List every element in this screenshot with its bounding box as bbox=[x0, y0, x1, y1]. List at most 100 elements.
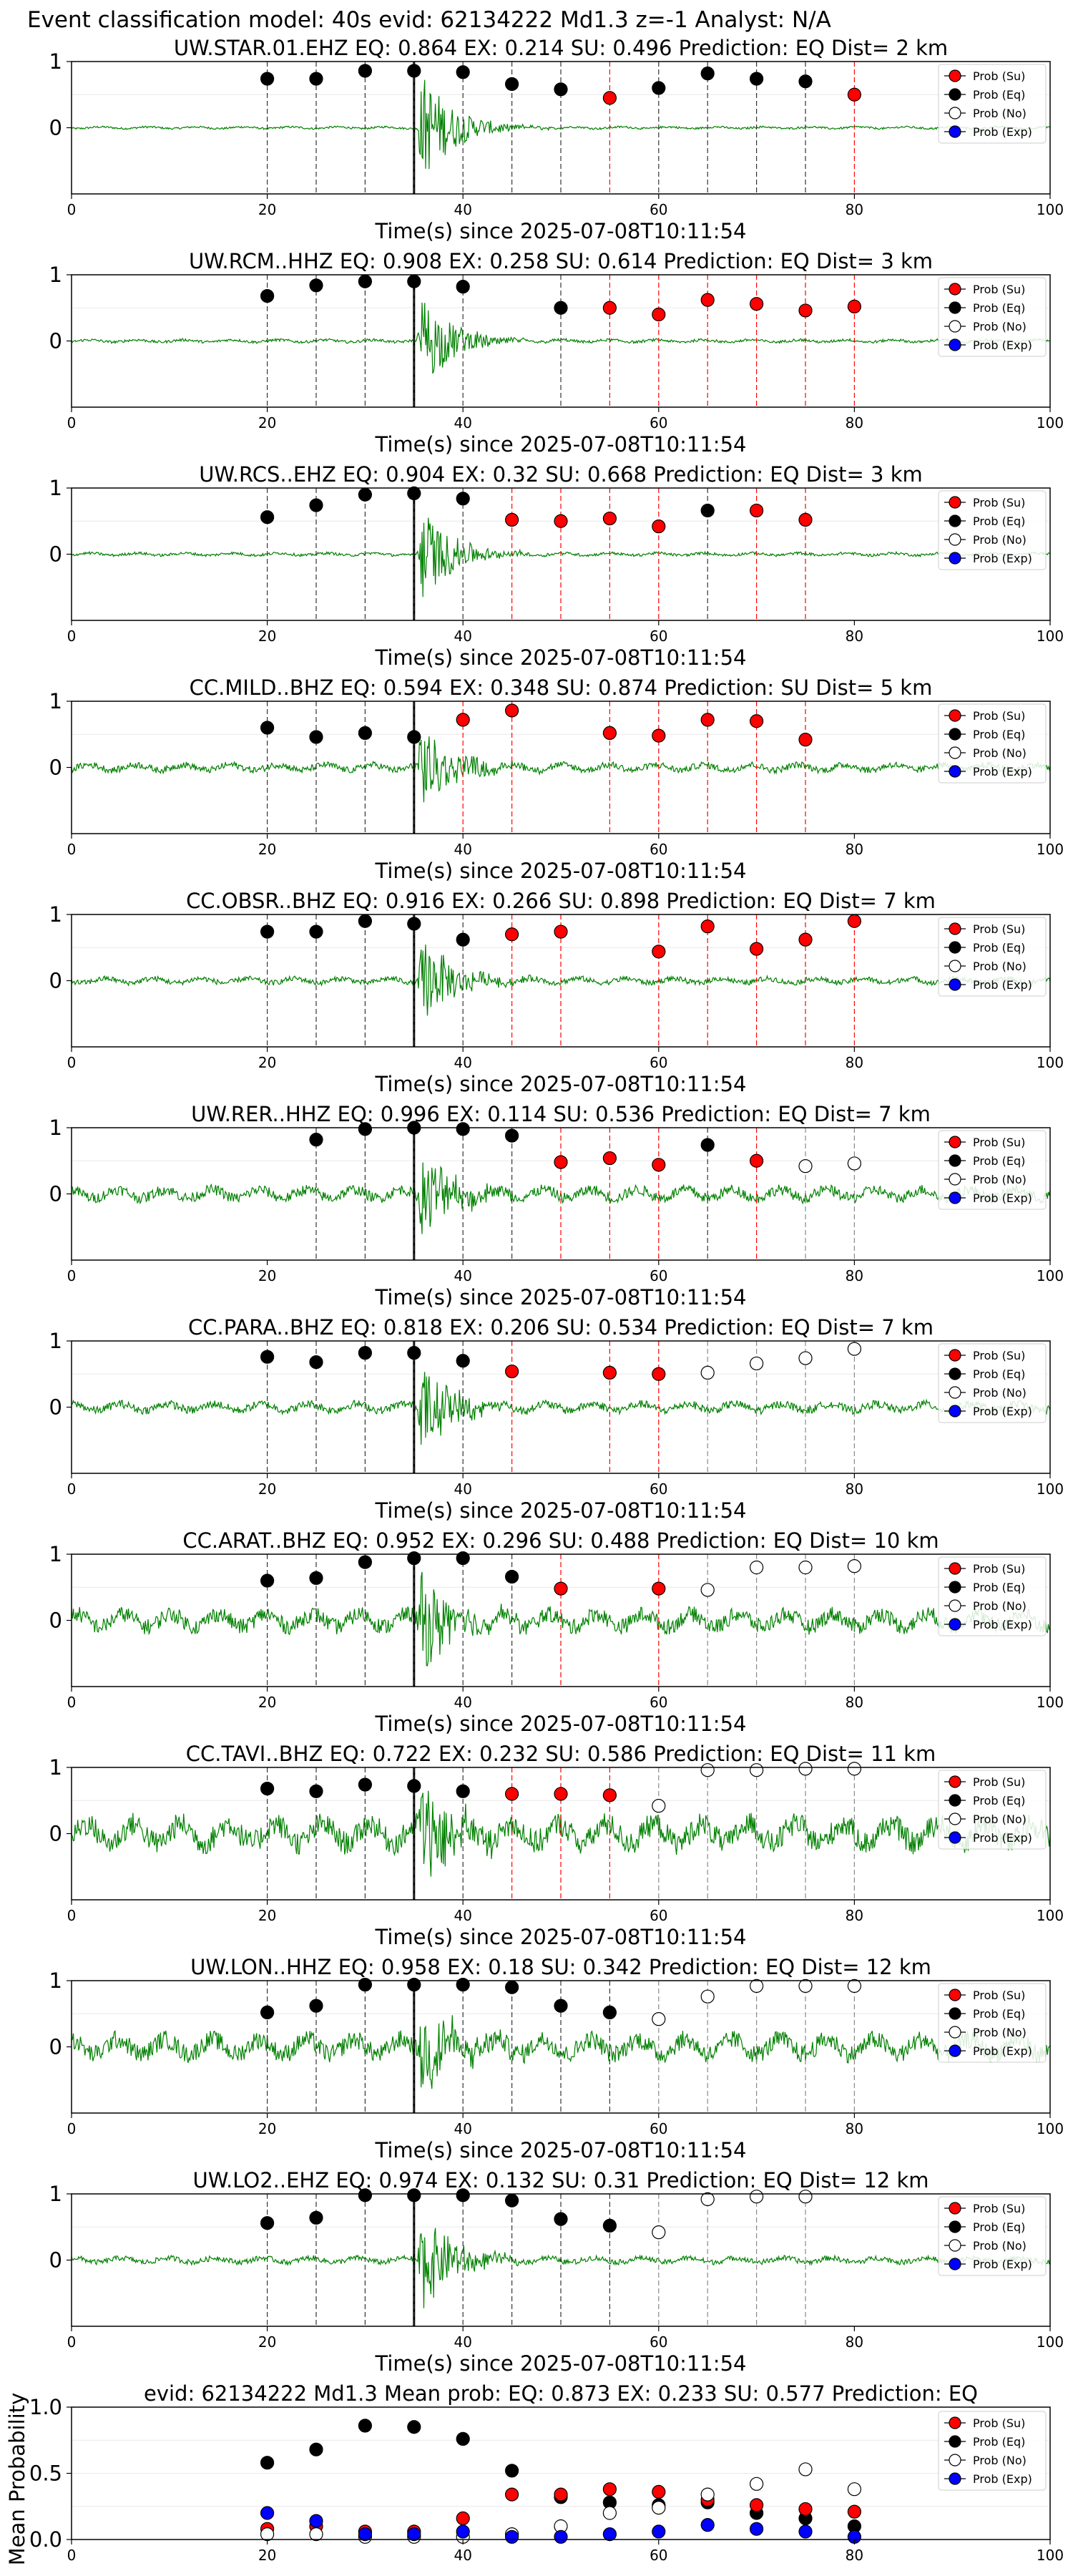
x-tick-label: 20 bbox=[258, 2547, 276, 2564]
y-tick-label: 0.0 bbox=[29, 2527, 62, 2552]
y-tick-label: 1 bbox=[49, 902, 62, 927]
legend-marker-no bbox=[949, 960, 961, 972]
prob-point-eq bbox=[504, 77, 519, 92]
legend-label-exp: Prob (Exp) bbox=[973, 552, 1032, 565]
mean-point-su bbox=[847, 2504, 862, 2519]
legend-frame bbox=[938, 1343, 1047, 1423]
prob-point-su bbox=[602, 1151, 617, 1166]
mean-point-exp bbox=[504, 2529, 519, 2544]
legend-label-exp: Prob (Exp) bbox=[973, 1618, 1032, 1631]
legend-marker-su bbox=[949, 2202, 961, 2215]
x-axis-label: Time(s) since 2025-07-08T10:11:54 bbox=[375, 1712, 747, 1736]
x-tick-label: 0 bbox=[67, 628, 77, 645]
figure-suptitle: Event classification model: 40s evid: 62… bbox=[27, 7, 831, 33]
mean-point-exp bbox=[456, 2524, 470, 2539]
legend-label-su: Prob (Su) bbox=[973, 709, 1025, 723]
prob-point-eq bbox=[260, 289, 275, 303]
prob-point-su bbox=[700, 713, 715, 727]
mean-point-exp bbox=[602, 2527, 617, 2542]
mean-point-su bbox=[652, 2484, 666, 2499]
x-tick-label: 100 bbox=[1037, 1054, 1064, 1071]
x-tick-label: 100 bbox=[1037, 201, 1064, 218]
x-tick-label: 40 bbox=[454, 628, 471, 645]
legend-label-eq: Prob (Eq) bbox=[973, 2007, 1025, 2021]
x-tick-label: 80 bbox=[846, 2547, 863, 2564]
prob-point-eq bbox=[602, 2218, 617, 2233]
y-tick-label: 0 bbox=[49, 1609, 62, 1633]
prob-point-eq bbox=[260, 2216, 275, 2230]
x-tick-label: 60 bbox=[650, 2333, 667, 2351]
prob-point-eq bbox=[504, 1128, 519, 1143]
panel-title: CC.MILD..BHZ EQ: 0.594 EX: 0.348 SU: 0.8… bbox=[190, 675, 933, 700]
prob-point-eq bbox=[407, 1346, 421, 1360]
prob-point-su bbox=[602, 726, 617, 741]
mean-panel-legend: Prob (Su) Prob (Eq) Prob (No) Prob (Exp) bbox=[938, 2411, 1047, 2491]
prob-point-eq bbox=[749, 72, 764, 86]
x-tick-label: 60 bbox=[650, 1694, 667, 1711]
legend-marker-no bbox=[949, 1813, 961, 1825]
prob-point-eq bbox=[309, 2210, 323, 2225]
legend-marker-su bbox=[949, 922, 961, 935]
x-tick-label: 80 bbox=[846, 1694, 863, 1711]
legend-label-eq: Prob (Eq) bbox=[973, 2220, 1025, 2234]
y-tick-label: 1.0 bbox=[29, 2395, 62, 2419]
prob-point-no bbox=[749, 2190, 764, 2204]
prob-point-eq bbox=[504, 2193, 519, 2207]
legend-marker-su bbox=[949, 1349, 961, 1362]
prob-point-eq bbox=[407, 2188, 421, 2202]
prob-point-no bbox=[749, 1979, 764, 1993]
legend-label-no: Prob (No) bbox=[973, 960, 1027, 973]
prob-point-su bbox=[798, 303, 813, 318]
mean-point-su bbox=[798, 2502, 813, 2517]
prob-point-no bbox=[700, 2192, 715, 2206]
prob-point-eq bbox=[309, 1784, 323, 1798]
mean-point-exp bbox=[358, 2527, 372, 2542]
prob-point-no bbox=[847, 1979, 862, 1993]
prob-point-su bbox=[602, 91, 617, 105]
prob-point-no bbox=[847, 1559, 862, 1574]
legend-label-exp: Prob (Exp) bbox=[973, 1831, 1032, 1845]
prob-point-su bbox=[554, 514, 568, 528]
prob-point-no bbox=[652, 2225, 666, 2240]
panel-title: UW.RCM..HHZ EQ: 0.908 EX: 0.258 SU: 0.61… bbox=[189, 249, 933, 273]
waveform-trace bbox=[71, 1372, 1051, 1445]
prob-point-eq bbox=[602, 2005, 617, 2019]
prob-point-no bbox=[652, 2012, 666, 2026]
prob-point-eq bbox=[407, 274, 421, 288]
legend-marker-eq bbox=[949, 1794, 961, 1807]
prob-point-su bbox=[847, 87, 862, 102]
x-tick-label: 60 bbox=[650, 628, 667, 645]
prob-point-eq bbox=[700, 1138, 715, 1152]
legend-marker-su bbox=[949, 283, 961, 296]
x-axis-label: Time(s) since 2025-07-08T10:11:54 bbox=[375, 1498, 747, 1523]
y-axis-label: Mean Probability bbox=[5, 2393, 29, 2566]
x-tick-label: 100 bbox=[1037, 2333, 1064, 2351]
plot-area bbox=[72, 701, 1050, 834]
legend-marker-no bbox=[949, 107, 961, 119]
prob-point-su bbox=[652, 1367, 666, 1381]
prob-point-su bbox=[504, 1787, 519, 1801]
legend-marker-eq bbox=[949, 1581, 961, 1594]
legend-marker-no bbox=[949, 1386, 961, 1399]
y-tick-label: 0 bbox=[49, 542, 62, 567]
legend-marker-su bbox=[949, 709, 961, 722]
x-tick-label: 20 bbox=[258, 201, 276, 218]
x-tick-label: 40 bbox=[454, 2120, 471, 2137]
panel-title: CC.OBSR..BHZ EQ: 0.916 EX: 0.266 SU: 0.8… bbox=[186, 889, 936, 913]
prob-point-no bbox=[798, 1560, 813, 1575]
prob-point-su bbox=[749, 714, 764, 728]
station-panel: CC.TAVI..BHZ EQ: 0.722 EX: 0.232 SU: 0.5… bbox=[49, 1742, 1064, 1949]
x-tick-label: 20 bbox=[258, 414, 276, 431]
x-tick-label: 0 bbox=[67, 414, 77, 431]
prob-point-su bbox=[749, 1153, 764, 1168]
x-tick-label: 100 bbox=[1037, 841, 1064, 858]
prob-point-su bbox=[504, 512, 519, 527]
station-panel: CC.ARAT..BHZ EQ: 0.952 EX: 0.296 SU: 0.4… bbox=[49, 1528, 1064, 1736]
mean-point-exp bbox=[554, 2529, 568, 2544]
panel-legend: Prob (Su) Prob (Eq) Prob (No) Prob (Exp) bbox=[938, 1130, 1047, 1210]
mean-point-exp bbox=[260, 2506, 275, 2520]
legend-label-exp: Prob (Exp) bbox=[973, 765, 1032, 779]
x-tick-label: 100 bbox=[1037, 2547, 1064, 2564]
prob-point-eq bbox=[358, 914, 372, 928]
